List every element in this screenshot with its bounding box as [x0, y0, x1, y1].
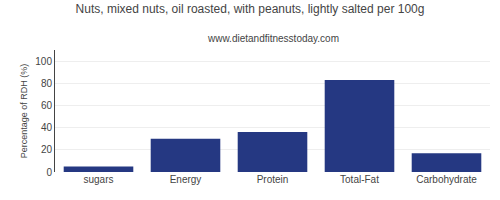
svg-text:100: 100: [35, 56, 52, 67]
svg-text:80: 80: [41, 78, 53, 89]
svg-text:Total-Fat: Total-Fat: [340, 174, 379, 185]
svg-text:Percentage of RDH (%): Percentage of RDH (%): [19, 64, 29, 159]
svg-text:Nuts, mixed nuts, oil roasted,: Nuts, mixed nuts, oil roasted, with pean…: [76, 2, 425, 16]
svg-text:www.dietandfitnesstoday.com: www.dietandfitnesstoday.com: [207, 33, 339, 44]
svg-text:40: 40: [41, 122, 53, 133]
svg-text:Protein: Protein: [257, 174, 289, 185]
svg-text:Energy: Energy: [170, 174, 202, 185]
svg-text:60: 60: [41, 100, 53, 111]
svg-text:sugars: sugars: [83, 174, 113, 185]
svg-text:0: 0: [46, 167, 52, 178]
svg-text:20: 20: [41, 144, 53, 155]
svg-text:Carbohydrate: Carbohydrate: [416, 174, 477, 185]
